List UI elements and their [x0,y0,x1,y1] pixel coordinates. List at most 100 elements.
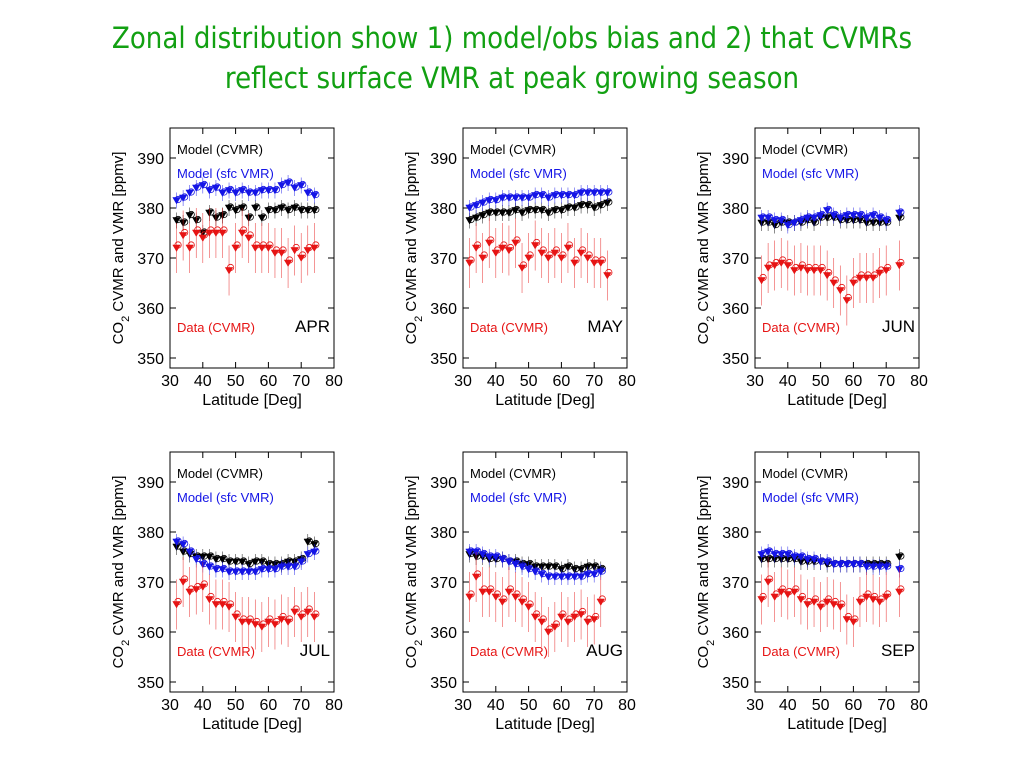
series-data-cvmr [172,557,320,652]
y-tick-label: 360 [430,301,457,318]
month-label: JUL [300,641,330,660]
x-axis-label: Latitude [Deg] [202,716,302,733]
triangle-point [251,189,260,197]
triangle-point [172,538,181,546]
triangle-point [511,593,520,601]
triangle-point [868,563,878,571]
triangle-point [796,264,806,272]
triangle-point [290,204,299,212]
series-model-sfc-vmr [172,534,320,580]
plot-frame [169,451,335,693]
plot-frame [754,451,920,693]
triangle-point [809,267,819,275]
x-tick-label: 60 [553,373,571,390]
y-tick-label: 380 [722,525,749,542]
y-tick-label: 380 [430,201,457,218]
triangle-point [270,187,280,195]
triangle-point [596,202,605,210]
triangle-point [563,573,573,581]
triangle-point [796,553,806,561]
triangle-point [809,556,819,564]
x-tick-label: 70 [585,697,603,714]
triangle-point [485,588,494,596]
y-tick-label: 360 [137,301,164,318]
triangle-point [310,192,319,200]
triangle-point [296,182,306,190]
triangle-point [283,179,293,187]
y-tick-label: 390 [430,475,457,492]
triangle-point [218,601,227,609]
slide-title-line-1: Zonal distribution show 1) model/obs bia… [111,21,913,55]
triangle-point [504,209,514,217]
series-data-cvmr [465,552,606,657]
y-axis-label: CO2 CVMR and VMR [ppmv] [695,152,717,345]
triangle-point [270,207,280,215]
triangle-point [881,267,891,275]
triangle-point [895,209,904,217]
legend-model-sfc-vmr: Model (sfc VMR) [177,166,274,181]
y-tick-label: 350 [430,351,457,368]
triangle-point [790,219,799,227]
triangle-point [829,561,838,569]
triangle-point [855,598,865,606]
triangle-point [881,563,891,571]
triangle-point [777,217,786,225]
x-tick-label: 80 [325,697,343,714]
triangle-point [296,207,306,215]
triangle-point [205,596,214,604]
triangle-point [849,212,858,220]
triangle-point [803,214,812,222]
y-tick-label: 380 [430,525,457,542]
series-model-sfc-vmr [172,175,320,209]
triangle-point [257,187,267,195]
triangle-point [576,573,586,581]
triangle-point [192,229,201,237]
triangle-point [875,563,884,571]
legend-model-cvmr: Model (CVMR) [762,142,848,157]
triangle-point [185,548,194,556]
triangle-point [290,184,299,192]
triangle-point [576,611,586,619]
series-data-cvmr [757,238,905,326]
x-tick-label: 30 [746,373,764,390]
triangle-point [836,214,845,222]
y-tick-label: 390 [137,475,164,492]
triangle-point [485,209,494,217]
y-axis-label: CO2 CVMR and VMR [ppmv] [695,476,717,669]
triangle-point [498,556,507,564]
x-tick-label: 60 [553,697,571,714]
triangle-point [478,212,487,220]
legend-model-cvmr: Model (CVMR) [177,466,263,481]
triangle-point [185,189,194,197]
x-tick-label: 60 [845,697,863,714]
triangle-point [251,244,260,252]
triangle-point [491,197,501,205]
triangle-point [491,249,501,257]
triangle-point [557,573,566,581]
triangle-point [231,189,240,197]
triangle-point [264,207,273,215]
triangle-point [471,573,481,581]
triangle-point [875,598,884,606]
y-tick-label: 380 [722,201,749,218]
triangle-point [511,239,520,247]
triangle-point [583,189,592,197]
triangle-point [855,212,865,220]
triangle-point [524,603,533,611]
triangle-point [192,556,201,564]
chart-panel-apr: 30 40 50 60 70 80 350 360 370 380 390 Latitude [Deg… [110,127,343,409]
triangle-point [192,184,201,192]
triangle-point [829,601,838,609]
x-axis-label: Latitude [Deg] [495,392,595,409]
triangle-point [504,247,514,255]
triangle-point [796,596,806,604]
triangle-point [530,207,540,215]
legend-data-cvmr: Data (CVMR) [762,644,840,659]
triangle-point [875,269,884,277]
triangle-point [770,551,779,559]
triangle-point [822,272,832,280]
series-model-sfc-vmr [757,202,905,234]
triangle-point [550,573,560,581]
triangle-point [296,558,306,566]
triangle-point [231,558,240,566]
